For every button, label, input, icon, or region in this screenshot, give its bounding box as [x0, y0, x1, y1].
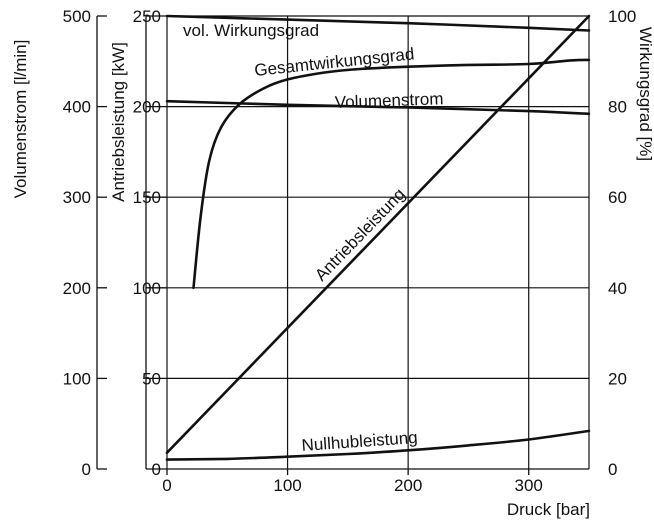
right-tick-label: 80	[608, 98, 627, 117]
left-inner-tick-label: 100	[133, 279, 161, 298]
series-line-antriebsleistung	[165, 14, 591, 454]
left-outer-tick-label: 400	[63, 98, 91, 117]
x-tick-label: 200	[394, 476, 422, 495]
series-label-antriebsleistung: Antriebsleistung	[311, 185, 409, 285]
left-outer-axis-title: Volumenstrom [l/min]	[11, 40, 30, 199]
x-tick-label: 100	[273, 476, 301, 495]
left-outer-tick-label: 200	[63, 279, 91, 298]
curves-layer	[165, 14, 591, 461]
left-outer-tick-label: 300	[63, 188, 91, 207]
series-line-nullhubleistung	[165, 429, 591, 461]
x-tick-label: 0	[162, 476, 171, 495]
grid-layer	[166, 15, 590, 470]
series-line-gesamtwirkungsgrad	[192, 58, 591, 290]
left-inner-tick-label: 50	[142, 369, 161, 388]
series-label-gesamtwirkungsgrad: Gesamtwirkungsgrad	[253, 44, 415, 80]
right-axis-title: Wirkungsgrad [%]	[636, 27, 654, 161]
labels-layer: Volumenstrom [l/min] Antriebsleistung [k…	[11, 21, 654, 519]
left-inner-axis-title: Antriebsleistung [kW]	[109, 42, 128, 202]
left-inner-tick-label: 250	[133, 7, 161, 26]
right-tick-label: 100	[608, 7, 636, 26]
left-outer-tick-label: 100	[63, 369, 91, 388]
left-outer-tick-label: 0	[82, 460, 91, 479]
left-inner-tick-label: 0	[152, 460, 161, 479]
right-tick-label: 0	[608, 460, 617, 479]
right-tick-label: 20	[608, 369, 627, 388]
axes-layer: 0 100 200 300 400 500 0 50 100 150 200 250 0 20 40 60 80…	[63, 7, 637, 495]
left-inner-tick-label: 200	[133, 98, 161, 117]
left-outer-tick-label: 500	[63, 7, 91, 26]
right-tick-label: 40	[608, 279, 627, 298]
series-label-volumenstrom: Volumenstrom	[334, 89, 443, 112]
x-tick-label: 300	[515, 476, 543, 495]
right-tick-label: 60	[608, 188, 627, 207]
series-label-vol-wirkungsgrad: vol. Wirkungsgrad	[183, 21, 319, 40]
x-axis-title: Druck [bar]	[507, 500, 590, 519]
series-line-volumenstrom	[165, 99, 591, 116]
series-line-vol-wirkungsgrad	[165, 14, 591, 32]
left-inner-tick-label: 150	[133, 188, 161, 207]
